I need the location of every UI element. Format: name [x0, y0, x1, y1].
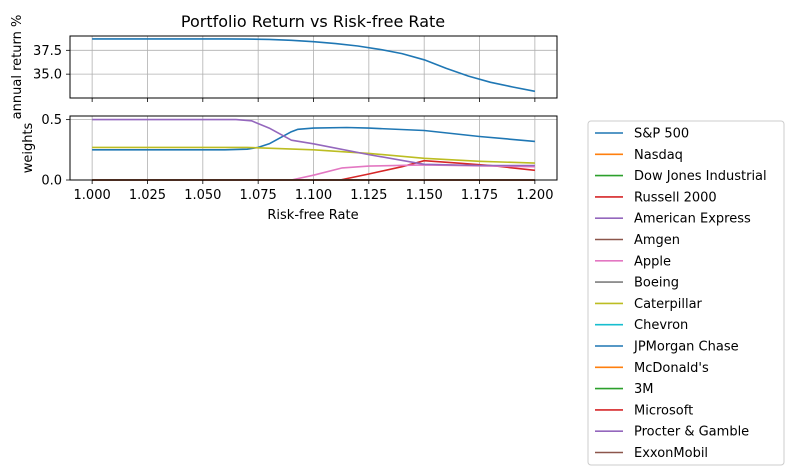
return-grid [70, 36, 557, 98]
x-tick-label: 1.050 [184, 188, 221, 203]
weights-panel: 0.0 0.5 1.000 1.025 1.050 1.075 1.100 1.125 1.1… [21, 113, 558, 223]
x-tick-label: 1.000 [74, 188, 111, 203]
legend-label-exxonmobil: ExxonMobil [634, 446, 708, 461]
legend-label-russell-2000: Russell 2000 [634, 190, 717, 205]
y-tick-label: 0.0 [41, 174, 62, 189]
y-tick-label: 37.5 [33, 44, 62, 59]
weights-axes-frame [69, 115, 558, 181]
legend-label-apple: Apple [634, 254, 671, 269]
legend-label-jpmorgan-chase: JPMorgan Chase [633, 340, 739, 355]
legend-label-chevron: Chevron [634, 318, 688, 333]
weights-x-ticks: 1.000 1.025 1.050 1.075 1.100 1.125 1.150 1.175… [74, 180, 553, 203]
x-tick-label: 1.200 [516, 188, 553, 203]
x-tick-label: 1.150 [406, 188, 443, 203]
legend-label-caterpillar: Caterpillar [634, 297, 703, 312]
return-axes-frame [69, 35, 558, 99]
series-line-series-0 [92, 38, 536, 93]
series-line-caterpillar [92, 146, 535, 164]
x-tick-label: 1.100 [295, 188, 332, 203]
legend-frame [587, 120, 785, 466]
series-line-s-p-500 [92, 126, 535, 151]
weights-y-axis-label: weights [21, 122, 36, 173]
x-tick-label: 1.025 [129, 188, 166, 203]
return-panel: 35.0 37.5 annual return % [10, 15, 558, 120]
y-tick-label: 35.0 [33, 68, 62, 83]
x-tick-label: 1.075 [240, 188, 277, 203]
legend-label-mcdonald-s: McDonald's [634, 361, 709, 376]
legend-label-dow-jones-industrial: Dow Jones Industrial [634, 169, 767, 184]
return-x-tick-marks [91, 98, 536, 102]
legend-label-microsoft: Microsoft [634, 403, 693, 418]
return-lines [92, 38, 536, 93]
legend-label-procter-gamble: Procter & Gamble [634, 425, 749, 440]
x-axis-label: Risk-free Rate [267, 208, 358, 223]
legend-label-3m: 3M [634, 382, 654, 397]
legend-label-american-express: American Express [634, 212, 751, 227]
legend-label-boeing: Boeing [634, 276, 679, 291]
series-line-procter-gamble [92, 118, 535, 167]
legend-label-s-p-500: S&P 500 [634, 127, 689, 142]
x-tick-label: 1.125 [350, 188, 387, 203]
return-y-ticks: 35.0 37.5 [33, 44, 70, 83]
y-tick-label: 0.5 [41, 113, 62, 128]
chart-title: Portfolio Return vs Risk-free Rate [181, 12, 445, 31]
legend: S&P 500 Nasdaq Dow Jones Industrial Russell… [587, 120, 785, 466]
legend-label-nasdaq: Nasdaq [634, 148, 683, 163]
return-y-axis-label: annual return % [10, 15, 25, 120]
weights-y-ticks: 0.0 0.5 [41, 113, 70, 189]
x-tick-label: 1.175 [461, 188, 498, 203]
legend-label-amgen: Amgen [634, 233, 680, 248]
